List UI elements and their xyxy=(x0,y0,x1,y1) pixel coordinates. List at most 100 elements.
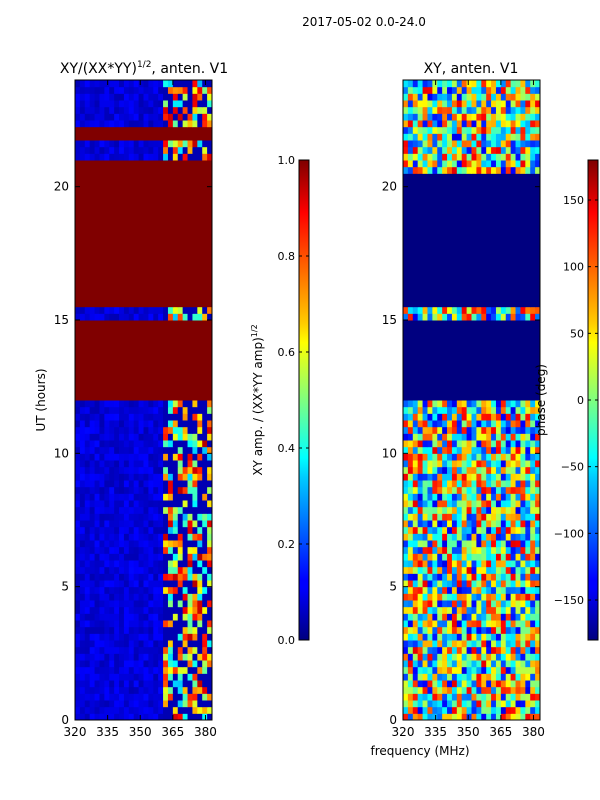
heatmap-cell xyxy=(407,533,414,541)
heatmap-cell xyxy=(476,666,482,674)
heatmap-cell xyxy=(192,220,198,228)
heatmap-cell xyxy=(79,80,86,88)
heatmap-cell xyxy=(461,273,468,281)
heatmap-cell xyxy=(104,260,110,268)
heatmap-cell xyxy=(153,433,159,441)
heatmap-cell xyxy=(505,606,512,614)
heatmap-cell xyxy=(163,453,169,461)
heatmap-cell xyxy=(158,620,164,628)
heatmap-cell xyxy=(197,673,203,681)
heatmap-cell xyxy=(412,213,419,221)
heatmap-cell xyxy=(148,386,154,394)
heatmap-cell xyxy=(461,626,468,634)
heatmap-cell xyxy=(138,426,144,434)
heatmap-cell xyxy=(167,220,174,228)
heatmap-cell xyxy=(177,480,184,488)
heatmap-cell xyxy=(84,713,91,720)
heatmap-cell xyxy=(79,180,86,188)
heatmap-cell xyxy=(447,226,453,234)
heatmap-cell xyxy=(510,280,517,288)
heatmap-cell xyxy=(451,593,458,601)
heatmap-cell xyxy=(427,313,433,321)
heatmap-cell xyxy=(84,393,91,401)
heatmap-cell xyxy=(530,260,536,268)
heatmap-cell xyxy=(128,486,135,494)
heatmap-cell xyxy=(407,540,414,548)
heatmap-cell xyxy=(515,673,521,681)
heatmap-cell xyxy=(471,440,477,448)
heatmap-cell xyxy=(525,393,531,401)
heatmap-cell xyxy=(412,366,419,374)
heatmap-cell xyxy=(530,313,536,321)
heatmap-cell xyxy=(158,666,164,674)
heatmap-cell xyxy=(456,286,463,294)
heatmap-cell xyxy=(158,606,164,614)
heatmap-cell xyxy=(123,353,130,361)
heatmap-cell xyxy=(471,473,477,481)
heatmap-cell xyxy=(138,173,144,181)
heatmap-cell xyxy=(515,480,521,488)
heatmap-cell xyxy=(510,240,517,248)
heatmap-cell xyxy=(138,126,144,134)
heatmap-cell xyxy=(133,106,140,114)
heatmap-cell xyxy=(530,560,536,568)
heatmap-cell xyxy=(167,513,174,521)
heatmap-cell xyxy=(202,546,208,554)
heatmap-cell xyxy=(99,106,105,114)
heatmap-cell xyxy=(123,273,130,281)
heatmap-cell xyxy=(104,240,110,248)
heatmap-cell xyxy=(432,346,438,354)
heatmap-cell xyxy=(437,486,443,494)
heatmap-cell xyxy=(197,220,203,228)
heatmap-cell xyxy=(99,513,105,521)
heatmap-cell xyxy=(451,406,458,414)
heatmap-cell xyxy=(133,713,140,720)
heatmap-cell xyxy=(461,233,468,241)
heatmap-cell xyxy=(153,300,159,308)
heatmap-cell xyxy=(158,653,164,661)
heatmap-cell xyxy=(505,453,512,461)
heatmap-cell xyxy=(133,306,140,314)
heatmap-cell xyxy=(99,473,105,481)
heatmap-cell xyxy=(427,206,433,214)
heatmap-cell xyxy=(177,473,184,481)
heatmap-cell xyxy=(143,680,149,688)
heatmap-cell xyxy=(99,366,105,374)
heatmap-cell xyxy=(520,300,526,308)
heatmap-cell xyxy=(491,380,497,388)
heatmap-cell xyxy=(158,193,164,201)
heatmap-cell xyxy=(407,333,414,341)
heatmap-cell xyxy=(505,193,512,201)
heatmap-cell xyxy=(143,260,149,268)
heatmap-cell xyxy=(461,520,468,528)
heatmap-cell xyxy=(437,620,443,628)
heatmap-cell xyxy=(138,620,144,628)
heatmap-cell xyxy=(148,86,154,94)
heatmap-cell xyxy=(153,280,159,288)
heatmap-cell xyxy=(138,560,144,568)
heatmap-cell xyxy=(104,526,110,534)
heatmap-cell xyxy=(456,613,463,621)
heatmap-cell xyxy=(491,340,497,348)
heatmap-cell xyxy=(530,273,536,281)
heatmap-cell xyxy=(148,393,154,401)
heatmap-cell xyxy=(476,433,482,441)
heatmap-cell xyxy=(510,580,517,588)
heatmap-cell xyxy=(481,313,487,321)
heatmap-cell xyxy=(182,473,189,481)
heatmap-cell xyxy=(510,326,517,334)
heatmap-cell xyxy=(442,360,448,368)
heatmap-cell xyxy=(192,320,198,328)
heatmap-cell xyxy=(530,646,536,654)
heatmap-cell xyxy=(133,566,140,574)
heatmap-cell xyxy=(192,366,198,374)
heatmap-cell xyxy=(104,466,110,474)
heatmap-cell xyxy=(158,260,164,268)
heatmap-cell xyxy=(172,306,179,314)
heatmap-cell xyxy=(417,586,424,594)
heatmap-cell xyxy=(202,93,208,101)
heatmap-cell xyxy=(163,700,169,708)
heatmap-cell xyxy=(535,366,540,374)
heatmap-cell xyxy=(495,233,502,241)
heatmap-cell xyxy=(89,293,96,301)
